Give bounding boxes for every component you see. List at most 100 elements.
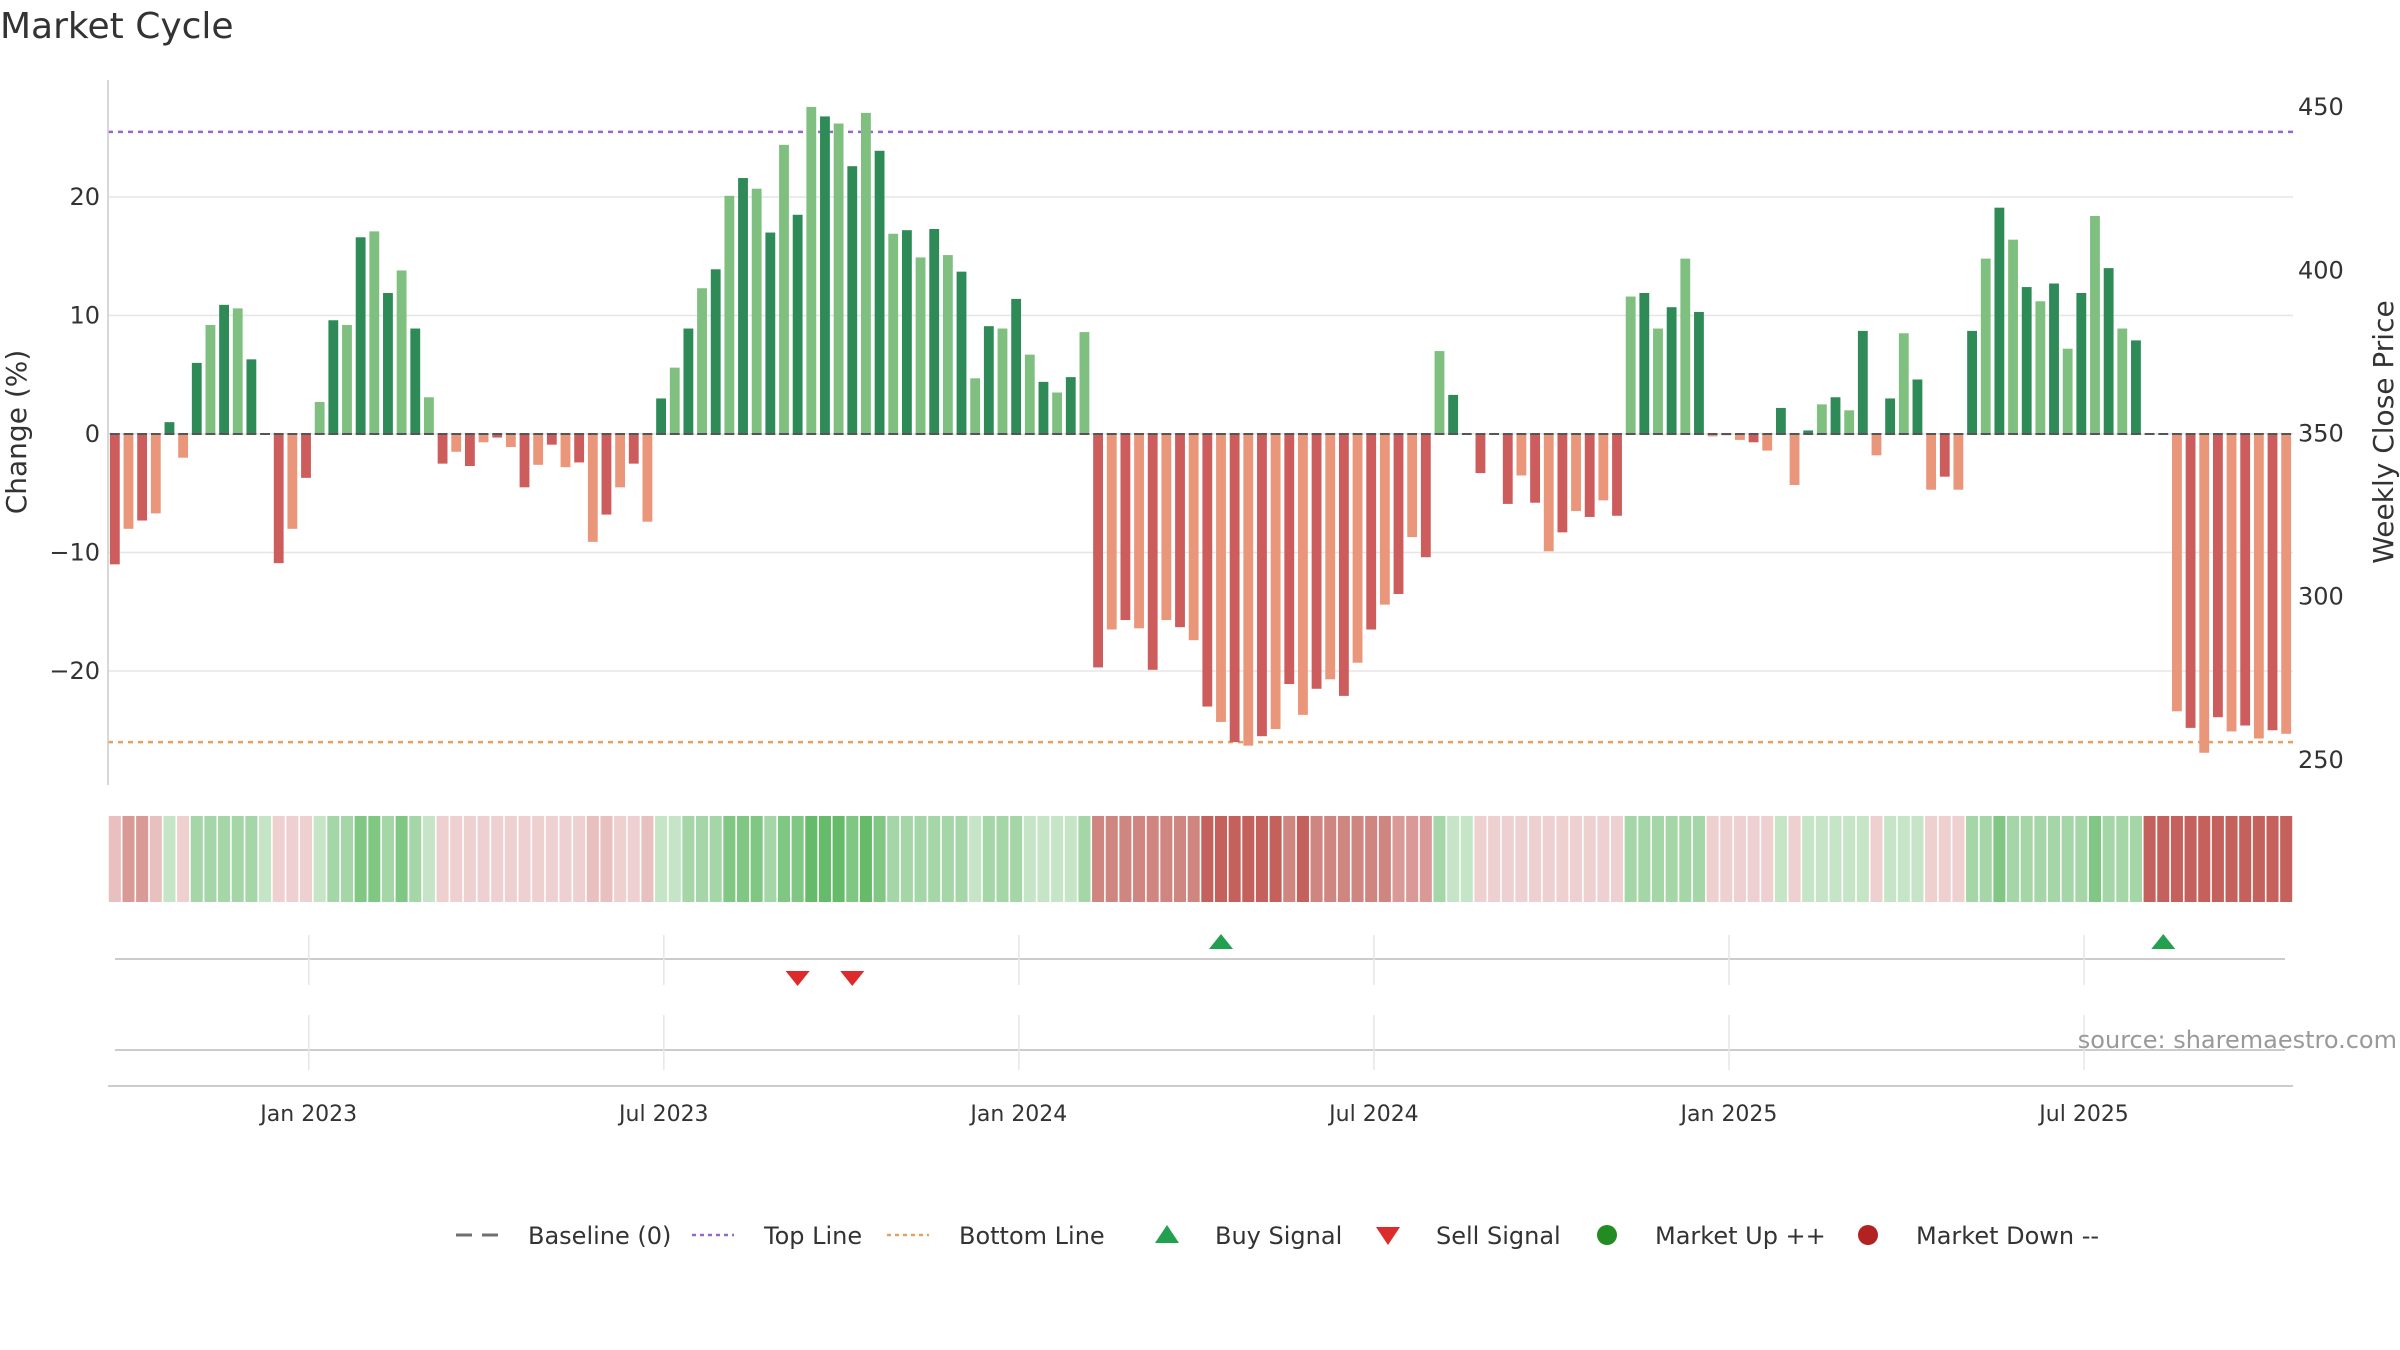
bar [1379, 434, 1390, 605]
heat-cell [1706, 816, 1719, 902]
legend-item: Buy Signal [1155, 1222, 1342, 1250]
heat-cell [231, 816, 244, 902]
bar [1202, 434, 1213, 707]
heat-cell [1447, 816, 1460, 902]
heat-cell [1556, 816, 1569, 902]
bar [1393, 434, 1404, 594]
heat-cell [532, 816, 545, 902]
heat-cell [805, 816, 818, 902]
bar [1298, 434, 1308, 715]
bar [205, 324, 216, 434]
heat-cell [163, 816, 176, 902]
bar [628, 434, 639, 464]
heat-cell [1665, 816, 1678, 902]
heat-cell [1679, 816, 1692, 902]
heat-cell [2225, 816, 2238, 902]
heat-cell [272, 816, 285, 902]
legend-buy-symbol [1155, 1225, 1179, 1243]
heat-cell [1856, 816, 1869, 902]
heat-cell [108, 816, 121, 902]
bar [1980, 258, 1991, 434]
heat-cell [969, 816, 982, 902]
heat-cell [1460, 816, 1473, 902]
heat-cell [1884, 816, 1897, 902]
bar [1543, 434, 1554, 552]
bar [642, 434, 653, 522]
heat-cell [1870, 816, 1883, 902]
bar [1011, 298, 1022, 434]
bar [1625, 296, 1636, 434]
bar [533, 434, 544, 465]
reference-lines [108, 130, 2293, 744]
heat-cell [1570, 816, 1583, 902]
bar [1680, 258, 1691, 434]
legend-label: Buy Signal [1215, 1222, 1342, 1250]
bar [1161, 434, 1172, 621]
heat-cell [859, 816, 872, 902]
bar [178, 434, 189, 458]
heat-cell [1269, 816, 1282, 902]
legend-sell-symbol [1376, 1227, 1400, 1245]
heat-cell [1692, 816, 1705, 902]
x-date-label: Jul 2024 [1327, 1102, 1419, 1127]
heat-cell [2075, 816, 2088, 902]
bar [888, 233, 899, 434]
y2-tick-label: 300 [2298, 583, 2344, 611]
heat-cell [641, 816, 654, 902]
legend-item: Market Down -- [1858, 1222, 2099, 1250]
heat-cell [2143, 816, 2156, 902]
bar [396, 270, 407, 434]
grid-layer [108, 196, 2293, 672]
bar [970, 378, 981, 434]
bar [546, 434, 557, 445]
heat-cell [204, 816, 217, 902]
bar [2253, 434, 2264, 739]
heat-cell [1255, 816, 1268, 902]
heat-cell [1747, 816, 1760, 902]
bar [519, 434, 530, 488]
bar [1065, 377, 1076, 434]
bar [574, 434, 585, 463]
bar [505, 434, 516, 448]
bar [765, 232, 776, 434]
bar [956, 271, 967, 434]
heat-cell [1378, 816, 1391, 902]
bar [1311, 434, 1322, 689]
bar [1093, 434, 1103, 668]
heat-cell [1296, 816, 1309, 902]
bar [2199, 434, 2210, 753]
heat-cell [764, 816, 777, 902]
bar [2212, 434, 2223, 718]
heat-cell [1638, 816, 1651, 902]
heat-cell [682, 816, 695, 902]
y-tick-label: 10 [69, 302, 100, 330]
bar [1175, 434, 1185, 628]
y2-tick-label: 400 [2298, 256, 2344, 284]
axes-layer: −20 −10 0 10 20 250 300 350 400 450 Change (%) Week… [0, 80, 2400, 785]
bar [560, 434, 571, 468]
bar [451, 434, 462, 452]
bar [314, 402, 325, 434]
bar [1502, 434, 1513, 504]
heat-cell [1173, 816, 1187, 902]
bars-layer [109, 106, 2292, 753]
heat-cell [1023, 816, 1036, 902]
heat-cell [177, 816, 190, 902]
bar [2281, 434, 2292, 734]
bar [1816, 404, 1827, 434]
heat-cell [1406, 816, 1419, 902]
heat-cell [1788, 816, 1801, 902]
heat-cell [245, 816, 258, 902]
heat-cell [586, 816, 599, 902]
bar [1338, 434, 1349, 696]
bar [1885, 398, 1896, 434]
heat-cell [982, 816, 995, 902]
bar [355, 237, 366, 434]
bar [1147, 434, 1158, 670]
y-axis-title: Change (%) [0, 350, 33, 515]
y2-tick-label: 450 [2298, 93, 2344, 121]
bar [1038, 381, 1049, 434]
bar [137, 434, 148, 521]
heat-cell [1966, 816, 1979, 902]
bar [1939, 434, 1950, 477]
